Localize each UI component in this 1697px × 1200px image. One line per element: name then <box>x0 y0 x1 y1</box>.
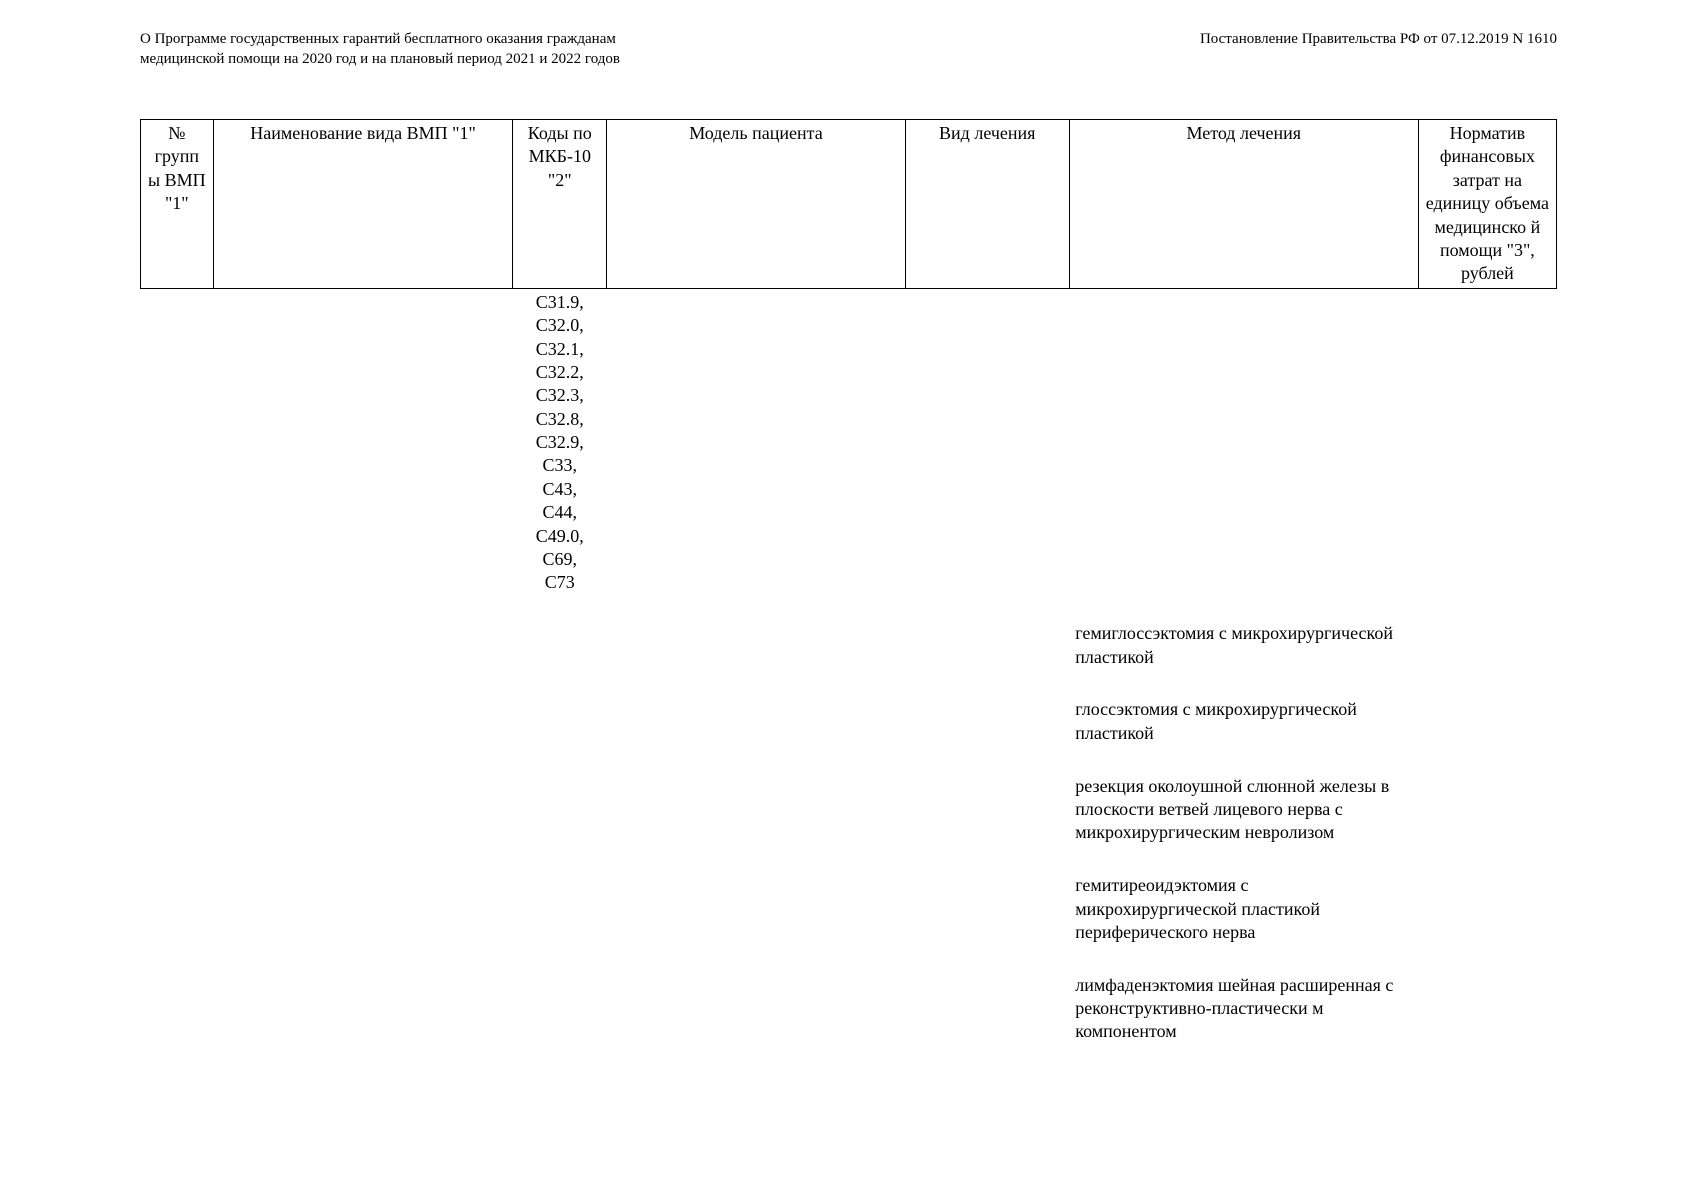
col-header-treatment-type: Вид лечения <box>905 120 1069 289</box>
cell-method-empty <box>1069 288 1418 597</box>
cell-group-number <box>141 288 214 597</box>
header-right-text: Постановление Правительства РФ от 07.12.… <box>1200 30 1557 69</box>
col-header-method: Метод лечения <box>1069 120 1418 289</box>
col-header-name: Наименование вида ВМП "1" <box>213 120 513 289</box>
table-row-methods: гемиглоссэктомия с микрохирургической пл… <box>141 597 1557 1075</box>
method-item: резекция околоушной слюнной железы в пло… <box>1075 775 1412 845</box>
main-table: № групп ы ВМП "1" Наименование вида ВМП … <box>140 119 1557 1075</box>
method-item: гемитиреоидэктомия с микрохирургической … <box>1075 874 1412 944</box>
page-header: О Программе государственных гарантий бес… <box>140 30 1557 69</box>
table-row-codes: C31.9, C32.0, C32.1, C32.2, C32.3, C32.8… <box>141 288 1557 597</box>
method-item: гемиглоссэктомия с микрохирургической пл… <box>1075 622 1412 669</box>
header-left-text: О Программе государственных гарантий бес… <box>140 30 620 69</box>
cell-cost <box>1418 288 1556 597</box>
method-item: глоссэктомия с микрохирургической пласти… <box>1075 698 1412 745</box>
col-header-patient-model: Модель пациента <box>607 120 906 289</box>
col-header-group-number: № групп ы ВМП "1" <box>141 120 214 289</box>
cell-patient-model <box>607 288 906 597</box>
cell-codes: C31.9, C32.0, C32.1, C32.2, C32.3, C32.8… <box>513 288 607 597</box>
method-item: лимфаденэктомия шейная расширенная с рек… <box>1075 974 1412 1044</box>
cell-methods: гемиглоссэктомия с микрохирургической пл… <box>1069 597 1418 1075</box>
cell-treatment-type <box>905 288 1069 597</box>
table-header-row: № групп ы ВМП "1" Наименование вида ВМП … <box>141 120 1557 289</box>
col-header-cost: Норматив финансовых затрат на единицу об… <box>1418 120 1556 289</box>
col-header-codes: Коды по МКБ-10 "2" <box>513 120 607 289</box>
cell-name <box>213 288 513 597</box>
